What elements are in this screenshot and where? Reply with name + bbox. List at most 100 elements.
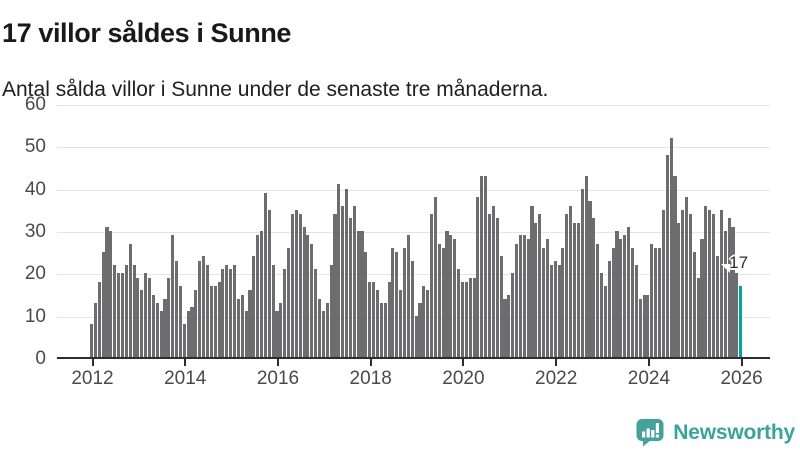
bar bbox=[182, 324, 186, 358]
bar bbox=[669, 137, 673, 358]
bar bbox=[113, 264, 117, 358]
bar bbox=[561, 247, 565, 358]
bar bbox=[584, 175, 588, 358]
bar bbox=[105, 226, 109, 358]
bar bbox=[236, 298, 240, 358]
bar bbox=[472, 277, 476, 358]
bar bbox=[630, 247, 635, 358]
bar bbox=[348, 218, 352, 358]
bar bbox=[433, 197, 437, 358]
bar bbox=[117, 273, 121, 358]
bar bbox=[418, 302, 422, 358]
bar bbox=[205, 264, 209, 358]
bar bbox=[588, 201, 592, 358]
bar bbox=[549, 264, 553, 358]
bar bbox=[406, 235, 410, 358]
page-title: 17 villor såldes i Sunne bbox=[2, 18, 292, 49]
bar bbox=[144, 273, 148, 358]
bar bbox=[681, 209, 685, 358]
bar bbox=[310, 243, 314, 358]
bar bbox=[696, 277, 700, 358]
bar bbox=[124, 264, 128, 358]
bar bbox=[333, 214, 337, 358]
y-axis-label: 60 bbox=[24, 94, 46, 115]
y-axis: 0 10 20 30 40 50 60 bbox=[0, 95, 46, 369]
bar bbox=[395, 252, 399, 358]
x-axis-label: 2026 bbox=[720, 368, 763, 389]
x-axis-label: 2018 bbox=[349, 368, 392, 389]
bar bbox=[518, 235, 522, 358]
x-tick bbox=[740, 359, 743, 366]
newsworthy-logo[interactable]: Newsworthy bbox=[635, 418, 795, 447]
bar bbox=[491, 205, 495, 358]
bar bbox=[507, 294, 511, 358]
bar bbox=[136, 277, 140, 358]
bar bbox=[704, 205, 708, 358]
x-tick bbox=[369, 359, 372, 366]
bar bbox=[727, 218, 731, 358]
bar bbox=[526, 239, 530, 358]
bar bbox=[476, 197, 480, 358]
bar bbox=[298, 214, 302, 358]
bar bbox=[267, 209, 271, 358]
bar bbox=[534, 222, 538, 358]
x-axis-label: 2022 bbox=[535, 368, 578, 389]
y-axis-label: 30 bbox=[24, 221, 46, 242]
bar bbox=[186, 311, 190, 358]
bar bbox=[596, 243, 600, 358]
bar bbox=[155, 302, 159, 358]
y-axis-label: 10 bbox=[24, 305, 46, 327]
bar bbox=[159, 311, 163, 358]
bar bbox=[252, 256, 256, 358]
bar bbox=[414, 315, 418, 358]
gridline bbox=[57, 147, 770, 149]
bar bbox=[542, 247, 546, 358]
bar bbox=[553, 260, 557, 358]
bar bbox=[453, 239, 457, 358]
bar bbox=[437, 243, 441, 358]
bar bbox=[175, 260, 179, 358]
bar bbox=[715, 256, 720, 358]
bar bbox=[317, 298, 322, 358]
bar bbox=[688, 214, 692, 358]
bar bbox=[623, 235, 627, 358]
brand-name: Newsworthy bbox=[673, 420, 795, 444]
bar bbox=[565, 214, 569, 358]
plot-area: 17 2012 2014 2016 2018 2020 2022 2024 2026 bbox=[57, 105, 770, 389]
bar bbox=[90, 324, 94, 358]
x-axis-label: 2024 bbox=[627, 368, 671, 389]
bar bbox=[379, 302, 383, 358]
x-tick bbox=[647, 359, 650, 366]
bar bbox=[341, 205, 345, 358]
x-tick bbox=[184, 359, 187, 366]
bar bbox=[345, 188, 349, 358]
bar bbox=[657, 247, 662, 358]
bar bbox=[503, 298, 507, 358]
bar bbox=[391, 247, 395, 358]
bar bbox=[592, 218, 596, 358]
bar bbox=[410, 260, 414, 358]
bar bbox=[719, 209, 723, 358]
bar bbox=[283, 269, 287, 358]
bar bbox=[600, 273, 604, 358]
bar bbox=[402, 247, 407, 358]
bar bbox=[287, 247, 291, 358]
bar bbox=[576, 222, 580, 358]
bar bbox=[449, 235, 453, 358]
bar bbox=[654, 247, 658, 358]
bar bbox=[306, 235, 310, 358]
bar bbox=[495, 218, 499, 358]
bar bbox=[147, 277, 152, 358]
bar bbox=[329, 264, 333, 358]
bar bbox=[650, 243, 654, 358]
bar bbox=[290, 214, 295, 358]
y-axis-label: 0 bbox=[35, 348, 46, 369]
bar bbox=[619, 239, 623, 358]
bar bbox=[569, 205, 573, 358]
bar bbox=[294, 209, 298, 358]
bar bbox=[700, 239, 704, 358]
bar bbox=[445, 231, 449, 358]
bar bbox=[522, 235, 526, 358]
x-tick bbox=[276, 359, 279, 366]
